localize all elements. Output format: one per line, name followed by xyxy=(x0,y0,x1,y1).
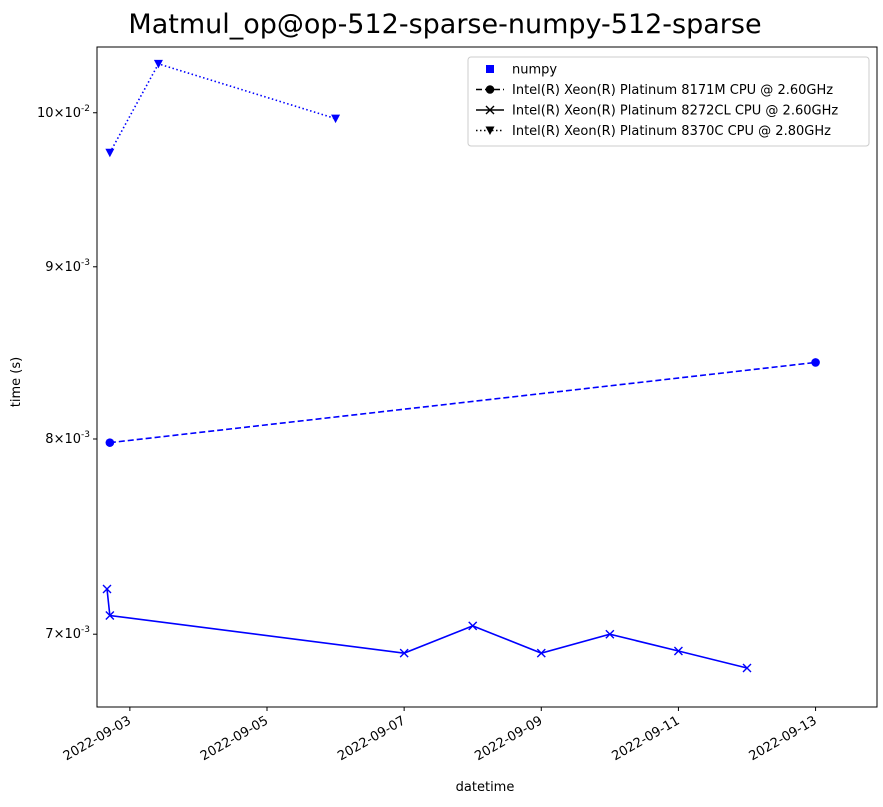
x-tick-label: 2022-09-11 xyxy=(609,713,682,764)
series-3 xyxy=(105,59,341,158)
legend-label: Intel(R) Xeon(R) Platinum 8171M CPU @ 2.… xyxy=(512,83,833,98)
data-point xyxy=(331,114,341,124)
data-point xyxy=(153,59,163,69)
x-tick-label: 2022-09-09 xyxy=(472,713,545,764)
data-point xyxy=(536,648,546,658)
legend-label: Intel(R) Xeon(R) Platinum 8272CL CPU @ 2… xyxy=(512,104,838,119)
plot-area xyxy=(102,59,820,673)
legend-marker xyxy=(486,65,494,73)
x-tick-label: 2022-09-13 xyxy=(747,713,820,764)
y-tick-label: 7×10-3 xyxy=(45,625,90,642)
chart-title: Matmul_op@op-512-sparse-numpy-512-sparse xyxy=(128,9,761,40)
data-point xyxy=(673,646,683,656)
x-tick-label: 2022-09-07 xyxy=(335,713,408,764)
data-point xyxy=(468,621,478,631)
data-point xyxy=(102,584,112,594)
series-line xyxy=(106,588,748,669)
legend-label: numpy xyxy=(512,63,557,78)
data-point xyxy=(105,148,115,158)
plot-frame xyxy=(96,46,878,708)
legend-label: Intel(R) Xeon(R) Platinum 8370C CPU @ 2.… xyxy=(512,124,831,139)
x-tick-label: 2022-09-03 xyxy=(61,713,134,764)
x-axis: 2022-09-03 2022-09-05 2022-09-07 2022-09-09… xyxy=(61,707,820,764)
legend-marker xyxy=(485,105,495,115)
x-axis-label: datetime xyxy=(456,780,515,795)
data-point xyxy=(399,648,409,658)
data-point xyxy=(811,358,820,367)
legend-item: Intel(R) Xeon(R) Platinum 8370C CPU @ 2.… xyxy=(476,124,831,139)
y-tick-label: 10×10-2 xyxy=(37,104,90,121)
data-point xyxy=(105,611,115,621)
legend-marker xyxy=(485,126,495,135)
series-1 xyxy=(105,358,820,447)
legend-item: Intel(R) Xeon(R) Platinum 8272CL CPU @ 2… xyxy=(476,104,838,119)
legend-marker xyxy=(485,85,495,94)
series-line xyxy=(109,62,336,154)
data-point xyxy=(605,629,615,639)
y-tick-label: 9×10-3 xyxy=(45,258,90,275)
y-axis: 7×10-3 8×10-3 9×10-3 10×10-2 xyxy=(37,104,97,642)
legend-box xyxy=(467,56,870,147)
legend-item: numpy xyxy=(486,63,557,78)
legend: numpy Intel(R) Xeon(R) Platinum 8171M CPU… xyxy=(467,56,870,147)
series-line xyxy=(109,361,816,444)
x-tick-label: 2022-09-05 xyxy=(198,713,271,764)
legend-item: Intel(R) Xeon(R) Platinum 8171M CPU @ 2.… xyxy=(476,83,833,98)
y-tick-label: 8×10-3 xyxy=(45,430,90,447)
y-axis-label: time (s) xyxy=(9,357,24,407)
data-point xyxy=(105,438,115,447)
data-point xyxy=(742,663,752,673)
series-2 xyxy=(102,584,752,673)
